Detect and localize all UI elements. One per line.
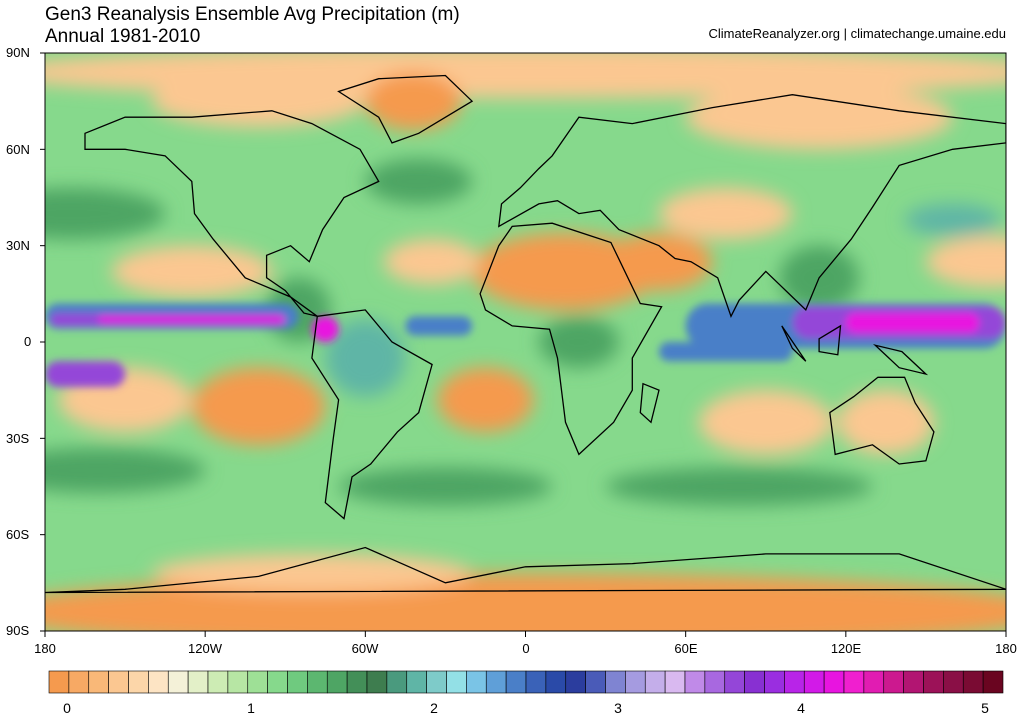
coastlines [45,74,1006,594]
lon-ticks [44,631,1007,637]
source-credit: ClimateReanalyzer.org | climatechange.um… [708,26,1006,41]
lon-label-180w: 180 [34,641,56,656]
colorbar-tick-1: 1 [247,700,255,716]
lat-label-90n: 90N [6,45,30,60]
lat-label-90s: 90S [6,623,30,638]
title-line-1: Gen3 Reanalysis Ensemble Avg Precipitati… [45,4,460,25]
colorbar-tick-3: 3 [614,700,622,716]
map-title: Gen3 Reanalysis Ensemble Avg Precipitati… [45,4,460,48]
lon-label-60e: 60E [674,641,698,656]
colorbar-tick-5: 5 [981,700,989,716]
colorbar-tick-2: 2 [430,700,438,716]
lat-label-30s: 30S [6,431,30,446]
colorbar-tick-4: 4 [797,700,805,716]
lat-label-0: 0 [24,334,32,349]
colorbar-tick-0: 0 [63,700,71,716]
colorbar [48,670,1004,694]
title-line-2: Annual 1981-2010 [45,26,201,47]
lat-label-60s: 60S [6,527,30,542]
lon-label-60w: 60W [351,641,379,656]
lat-ticks [40,52,45,632]
lon-label-180e: 180 [995,641,1017,656]
lon-label-120w: 120W [188,641,222,656]
lat-label-60n: 60N [6,142,30,157]
precipitation-field [45,53,1006,631]
lon-label-120e: 120E [830,641,862,656]
lon-label-0: 0 [522,641,530,656]
lat-label-30n: 30N [6,238,30,253]
